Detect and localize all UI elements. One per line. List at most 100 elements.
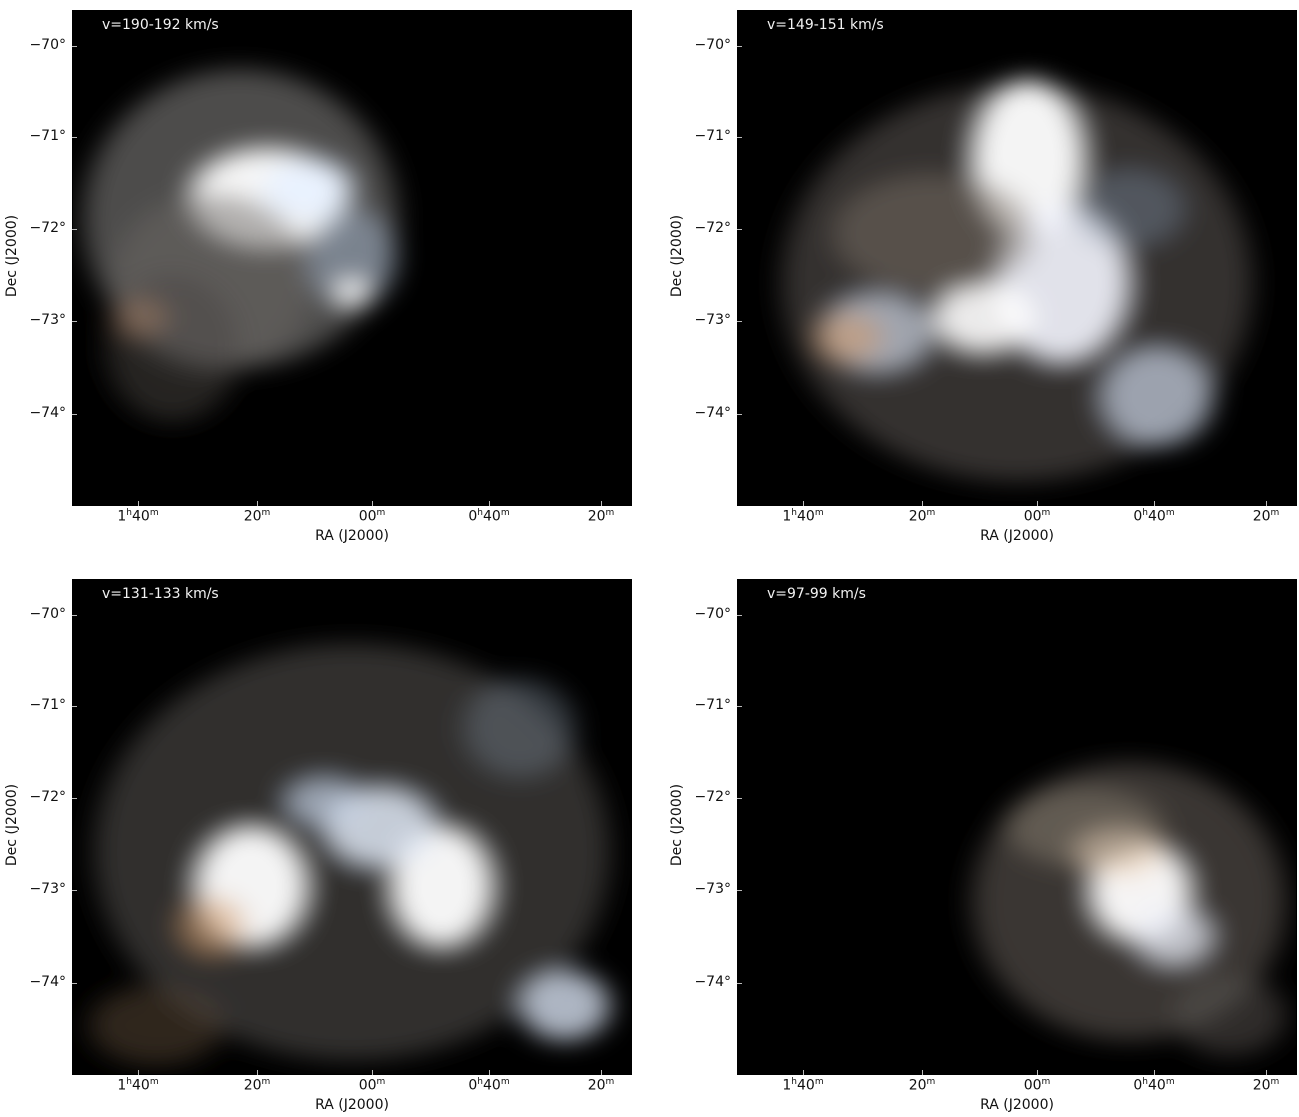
x-tick-part: m <box>1041 1077 1051 1087</box>
y-tick-mark <box>737 46 742 47</box>
y-tick-label: −71° <box>29 697 66 713</box>
x-tick-label: 20m <box>571 508 631 525</box>
y-tick-mark <box>72 414 77 415</box>
x-tick-part: 0 <box>1133 508 1143 525</box>
x-tick-part: 0 <box>468 508 478 525</box>
x-tick-label: 20m <box>571 1077 631 1094</box>
x-tick-part: m <box>1270 508 1280 518</box>
x-tick-part: h <box>791 1077 798 1087</box>
y-tick-label: −73° <box>29 312 66 328</box>
x-tick-mark <box>1037 1070 1038 1075</box>
x-tick-part: 20 <box>1252 508 1271 525</box>
x-tick-part: m <box>261 508 271 518</box>
emission-region <box>88 985 224 1066</box>
x-tick-part: 00 <box>358 508 377 525</box>
y-tick-label: −72° <box>694 789 731 805</box>
x-tick-part: m <box>149 1077 159 1087</box>
hi-channel-map-image: v=97-99 km/s <box>737 579 1297 1075</box>
x-tick-part: 20 <box>243 1077 262 1094</box>
emission-region <box>335 277 369 308</box>
y-tick-label: −71° <box>694 128 731 144</box>
x-tick-part: m <box>376 508 386 518</box>
velocity-label: v=149-151 km/s <box>767 17 884 33</box>
velocity-label: v=190-192 km/s <box>102 17 219 33</box>
y-tick-mark <box>72 615 77 616</box>
x-tick-part: 0 <box>468 1077 478 1094</box>
y-tick-label: −71° <box>29 128 66 144</box>
x-tick-mark <box>138 501 139 506</box>
x-tick-label: 1h40m <box>108 1077 168 1094</box>
x-tick-part: 40 <box>797 1077 815 1094</box>
x-tick-part: h <box>477 1077 484 1087</box>
x-tick-part: 00 <box>358 1077 377 1094</box>
x-tick-mark <box>257 501 258 506</box>
x-axis-label: RA (J2000) <box>315 1097 389 1113</box>
y-tick-mark <box>72 983 77 984</box>
y-tick-label: −70° <box>694 37 731 53</box>
x-tick-part: 0 <box>1133 1077 1143 1094</box>
y-tick-mark <box>737 983 742 984</box>
x-tick-mark <box>601 501 602 506</box>
x-tick-mark <box>922 1070 923 1075</box>
y-tick-label: −70° <box>29 606 66 622</box>
x-tick-part: h <box>477 508 484 518</box>
x-tick-part: 1 <box>782 508 792 525</box>
y-tick-mark <box>737 414 742 415</box>
y-tick-mark <box>737 798 742 799</box>
y-tick-label: −72° <box>29 220 66 236</box>
y-tick-mark <box>737 706 742 707</box>
emission-region <box>815 312 883 363</box>
x-tick-part: 00 <box>1023 1077 1042 1094</box>
x-tick-part: m <box>605 508 615 518</box>
emission-region <box>933 282 1034 353</box>
y-axis-label: Dec (J2000) <box>669 783 685 867</box>
y-tick-mark <box>72 706 77 707</box>
y-axis-label: Dec (J2000) <box>4 783 20 867</box>
y-tick-mark <box>72 137 77 138</box>
y-tick-mark <box>737 229 742 230</box>
y-axis-label: Dec (J2000) <box>4 214 20 298</box>
x-tick-mark <box>489 1070 490 1075</box>
x-tick-part: 40 <box>483 508 501 525</box>
emission-region <box>832 173 1034 293</box>
x-tick-label: 00m <box>1007 1077 1067 1094</box>
x-tick-mark <box>372 1070 373 1075</box>
x-tick-mark <box>257 1070 258 1075</box>
x-tick-part: h <box>1142 508 1149 518</box>
x-tick-mark <box>489 501 490 506</box>
x-tick-part: 20 <box>908 508 927 525</box>
x-tick-label: 1h40m <box>773 1077 833 1094</box>
x-tick-label: 0h40m <box>1124 508 1184 525</box>
y-tick-mark <box>737 890 742 891</box>
y-tick-mark <box>72 890 77 891</box>
x-tick-part: 40 <box>797 508 815 525</box>
hi-channel-map-image: v=149-151 km/s <box>737 10 1297 506</box>
x-tick-mark <box>1266 501 1267 506</box>
y-tick-mark <box>72 321 77 322</box>
x-tick-part: m <box>500 1077 510 1087</box>
y-tick-mark <box>72 46 77 47</box>
x-tick-mark <box>138 1070 139 1075</box>
x-tick-part: m <box>926 1077 936 1087</box>
x-tick-part: m <box>605 1077 615 1087</box>
x-tick-mark <box>601 1070 602 1075</box>
x-tick-part: 20 <box>1252 1077 1271 1094</box>
y-tick-label: −74° <box>694 405 731 421</box>
x-tick-part: h <box>791 508 798 518</box>
x-axis-label: RA (J2000) <box>980 1097 1054 1113</box>
velocity-label: v=131-133 km/s <box>102 586 219 602</box>
emission-region <box>520 970 610 1041</box>
x-tick-label: 20m <box>892 508 952 525</box>
x-axis-label: RA (J2000) <box>315 528 389 544</box>
x-tick-part: 00 <box>1023 508 1042 525</box>
x-tick-part: m <box>1270 1077 1280 1087</box>
x-tick-part: 20 <box>587 1077 606 1094</box>
x-tick-label: 0h40m <box>1124 1077 1184 1094</box>
x-tick-mark <box>1154 501 1155 506</box>
y-axis-label: Dec (J2000) <box>669 214 685 298</box>
emission-region <box>1134 906 1213 966</box>
x-tick-part: 1 <box>117 508 127 525</box>
x-tick-part: m <box>1041 508 1051 518</box>
x-tick-label: 20m <box>1236 508 1296 525</box>
x-tick-label: 1h40m <box>108 508 168 525</box>
